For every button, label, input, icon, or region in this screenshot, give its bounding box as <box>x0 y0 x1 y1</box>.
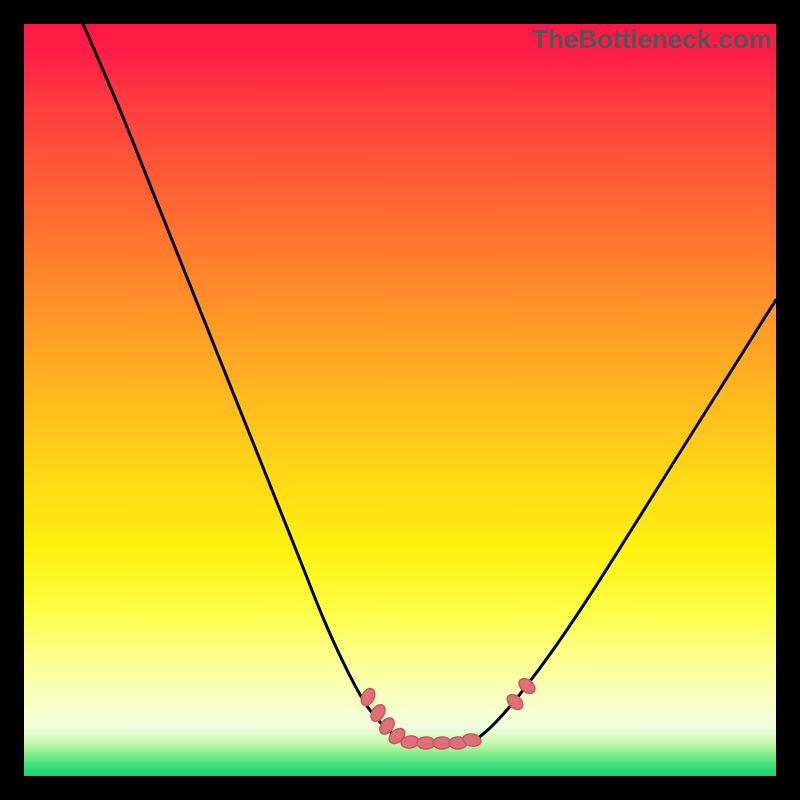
gradient-background <box>24 24 776 776</box>
chart-plot-area <box>24 24 776 776</box>
watermark-text: TheBottleneck.com <box>532 24 772 55</box>
